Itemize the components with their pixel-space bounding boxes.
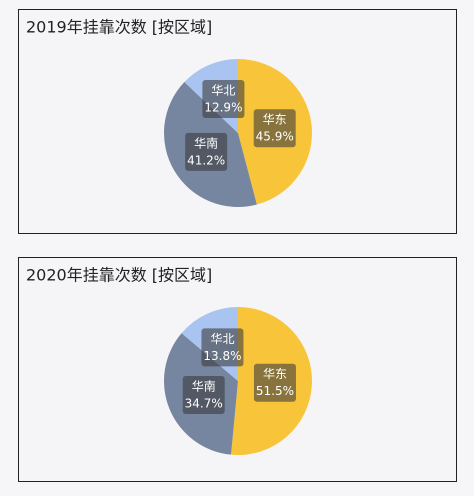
value-label: 45.9% bbox=[256, 130, 294, 144]
value-label: 51.5% bbox=[256, 384, 294, 398]
chart-title: 2020年挂靠次数 [按区域] bbox=[26, 266, 212, 285]
label-box bbox=[182, 375, 225, 414]
label-box bbox=[253, 363, 296, 402]
label-box bbox=[253, 109, 296, 148]
slice-name: 华南 bbox=[192, 378, 216, 393]
chart-title: 2019年挂靠次数 [按区域] bbox=[26, 18, 212, 37]
slice-name: 华北 bbox=[211, 83, 235, 97]
label-box bbox=[202, 79, 245, 118]
value-label: 41.2% bbox=[187, 153, 225, 167]
slice-name: 华南 bbox=[194, 135, 218, 150]
slice-name: 华东 bbox=[263, 113, 287, 127]
slice-name: 华东 bbox=[263, 367, 287, 381]
value-label: 12.9% bbox=[204, 100, 242, 114]
value-label: 34.7% bbox=[185, 396, 223, 410]
slice-name: 华北 bbox=[210, 332, 234, 346]
label-box bbox=[185, 132, 228, 171]
value-label: 13.8% bbox=[203, 349, 241, 363]
label-box bbox=[201, 328, 244, 367]
